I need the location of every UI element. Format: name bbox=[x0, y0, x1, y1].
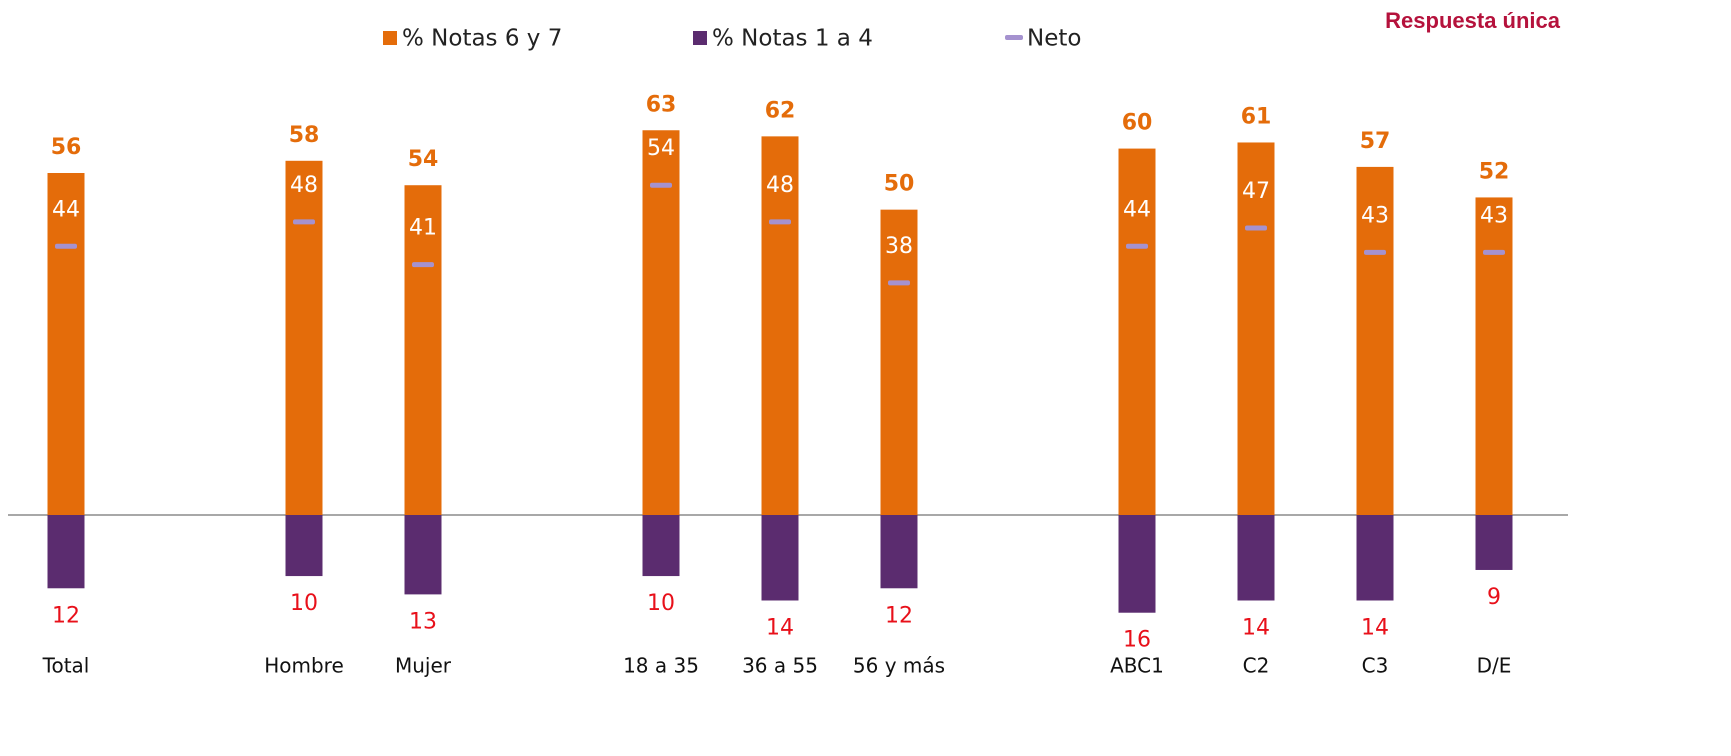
neto-marker bbox=[55, 243, 77, 249]
neto-marker bbox=[650, 182, 672, 188]
bar bbox=[761, 136, 799, 515]
bar bbox=[880, 209, 918, 515]
neto-label: 38 bbox=[885, 234, 913, 259]
value-label: 13 bbox=[409, 609, 437, 634]
value-label: 14 bbox=[766, 615, 794, 640]
legend-label: Neto bbox=[1027, 26, 1081, 52]
bar bbox=[47, 515, 85, 589]
x-tick-label: 18 a 35 bbox=[623, 654, 699, 678]
value-label: 61 bbox=[1241, 104, 1272, 129]
bar bbox=[880, 515, 918, 589]
value-label: 10 bbox=[290, 591, 318, 616]
neto-label: 43 bbox=[1480, 203, 1508, 228]
neto-marker bbox=[412, 262, 434, 268]
neto-marker bbox=[293, 219, 315, 225]
neto-marker bbox=[769, 219, 791, 225]
x-tick-label: Hombre bbox=[264, 654, 344, 678]
x-tick-label: 36 a 55 bbox=[742, 654, 818, 678]
x-tick-label: ABC1 bbox=[1110, 654, 1164, 678]
neto-label: 44 bbox=[1123, 197, 1151, 222]
neto-label: 44 bbox=[52, 197, 80, 222]
neto-marker bbox=[1483, 249, 1505, 255]
neto-label: 54 bbox=[647, 136, 675, 161]
chart-subtitle: Respuesta única bbox=[1385, 8, 1561, 33]
value-label: 52 bbox=[1479, 159, 1510, 184]
bar bbox=[1475, 197, 1513, 515]
value-label: 14 bbox=[1361, 615, 1389, 640]
legend-swatch bbox=[383, 31, 397, 45]
value-label: 9 bbox=[1487, 585, 1501, 610]
bar bbox=[1237, 515, 1275, 601]
bar bbox=[404, 185, 442, 516]
bar bbox=[404, 515, 442, 595]
value-label: 50 bbox=[884, 172, 915, 197]
legend-swatch bbox=[1005, 35, 1023, 40]
value-label: 54 bbox=[408, 147, 439, 172]
x-tick-label: 56 y más bbox=[853, 654, 945, 678]
value-label: 62 bbox=[765, 98, 796, 123]
neto-label: 48 bbox=[290, 173, 318, 198]
value-label: 10 bbox=[647, 591, 675, 616]
bar bbox=[1118, 515, 1156, 613]
x-tick-label: D/E bbox=[1477, 654, 1512, 678]
value-label: 14 bbox=[1242, 615, 1270, 640]
bar bbox=[285, 160, 323, 515]
bar bbox=[642, 130, 680, 515]
x-tick-label: Total bbox=[42, 654, 90, 678]
neto-marker bbox=[888, 280, 910, 286]
neto-label: 47 bbox=[1242, 179, 1270, 204]
value-label: 12 bbox=[885, 603, 913, 628]
neto-label: 43 bbox=[1361, 203, 1389, 228]
value-label: 16 bbox=[1123, 628, 1151, 653]
neto-marker bbox=[1245, 225, 1267, 231]
legend-label: % Notas 6 y 7 bbox=[402, 26, 562, 52]
neto-label: 41 bbox=[409, 216, 437, 241]
value-label: 58 bbox=[289, 123, 320, 148]
x-tick-label: C2 bbox=[1243, 654, 1270, 678]
bar bbox=[642, 515, 680, 577]
bar bbox=[761, 515, 799, 601]
x-tick-label: Mujer bbox=[395, 654, 452, 678]
value-label: 57 bbox=[1360, 129, 1391, 154]
value-label: 60 bbox=[1122, 111, 1153, 136]
legend-label: % Notas 1 a 4 bbox=[712, 26, 873, 52]
bar bbox=[1475, 515, 1513, 570]
neto-marker bbox=[1126, 243, 1148, 249]
value-label: 12 bbox=[52, 603, 80, 628]
value-label: 63 bbox=[646, 92, 677, 117]
bar bbox=[1237, 142, 1275, 515]
bar bbox=[285, 515, 323, 577]
bar bbox=[47, 173, 85, 515]
bar bbox=[1356, 166, 1394, 515]
bar bbox=[1118, 148, 1156, 515]
x-tick-label: C3 bbox=[1362, 654, 1389, 678]
neto-marker bbox=[1364, 249, 1386, 255]
bar bbox=[1356, 515, 1394, 601]
value-label: 56 bbox=[51, 135, 82, 160]
legend-swatch bbox=[693, 31, 707, 45]
neto-label: 48 bbox=[766, 173, 794, 198]
